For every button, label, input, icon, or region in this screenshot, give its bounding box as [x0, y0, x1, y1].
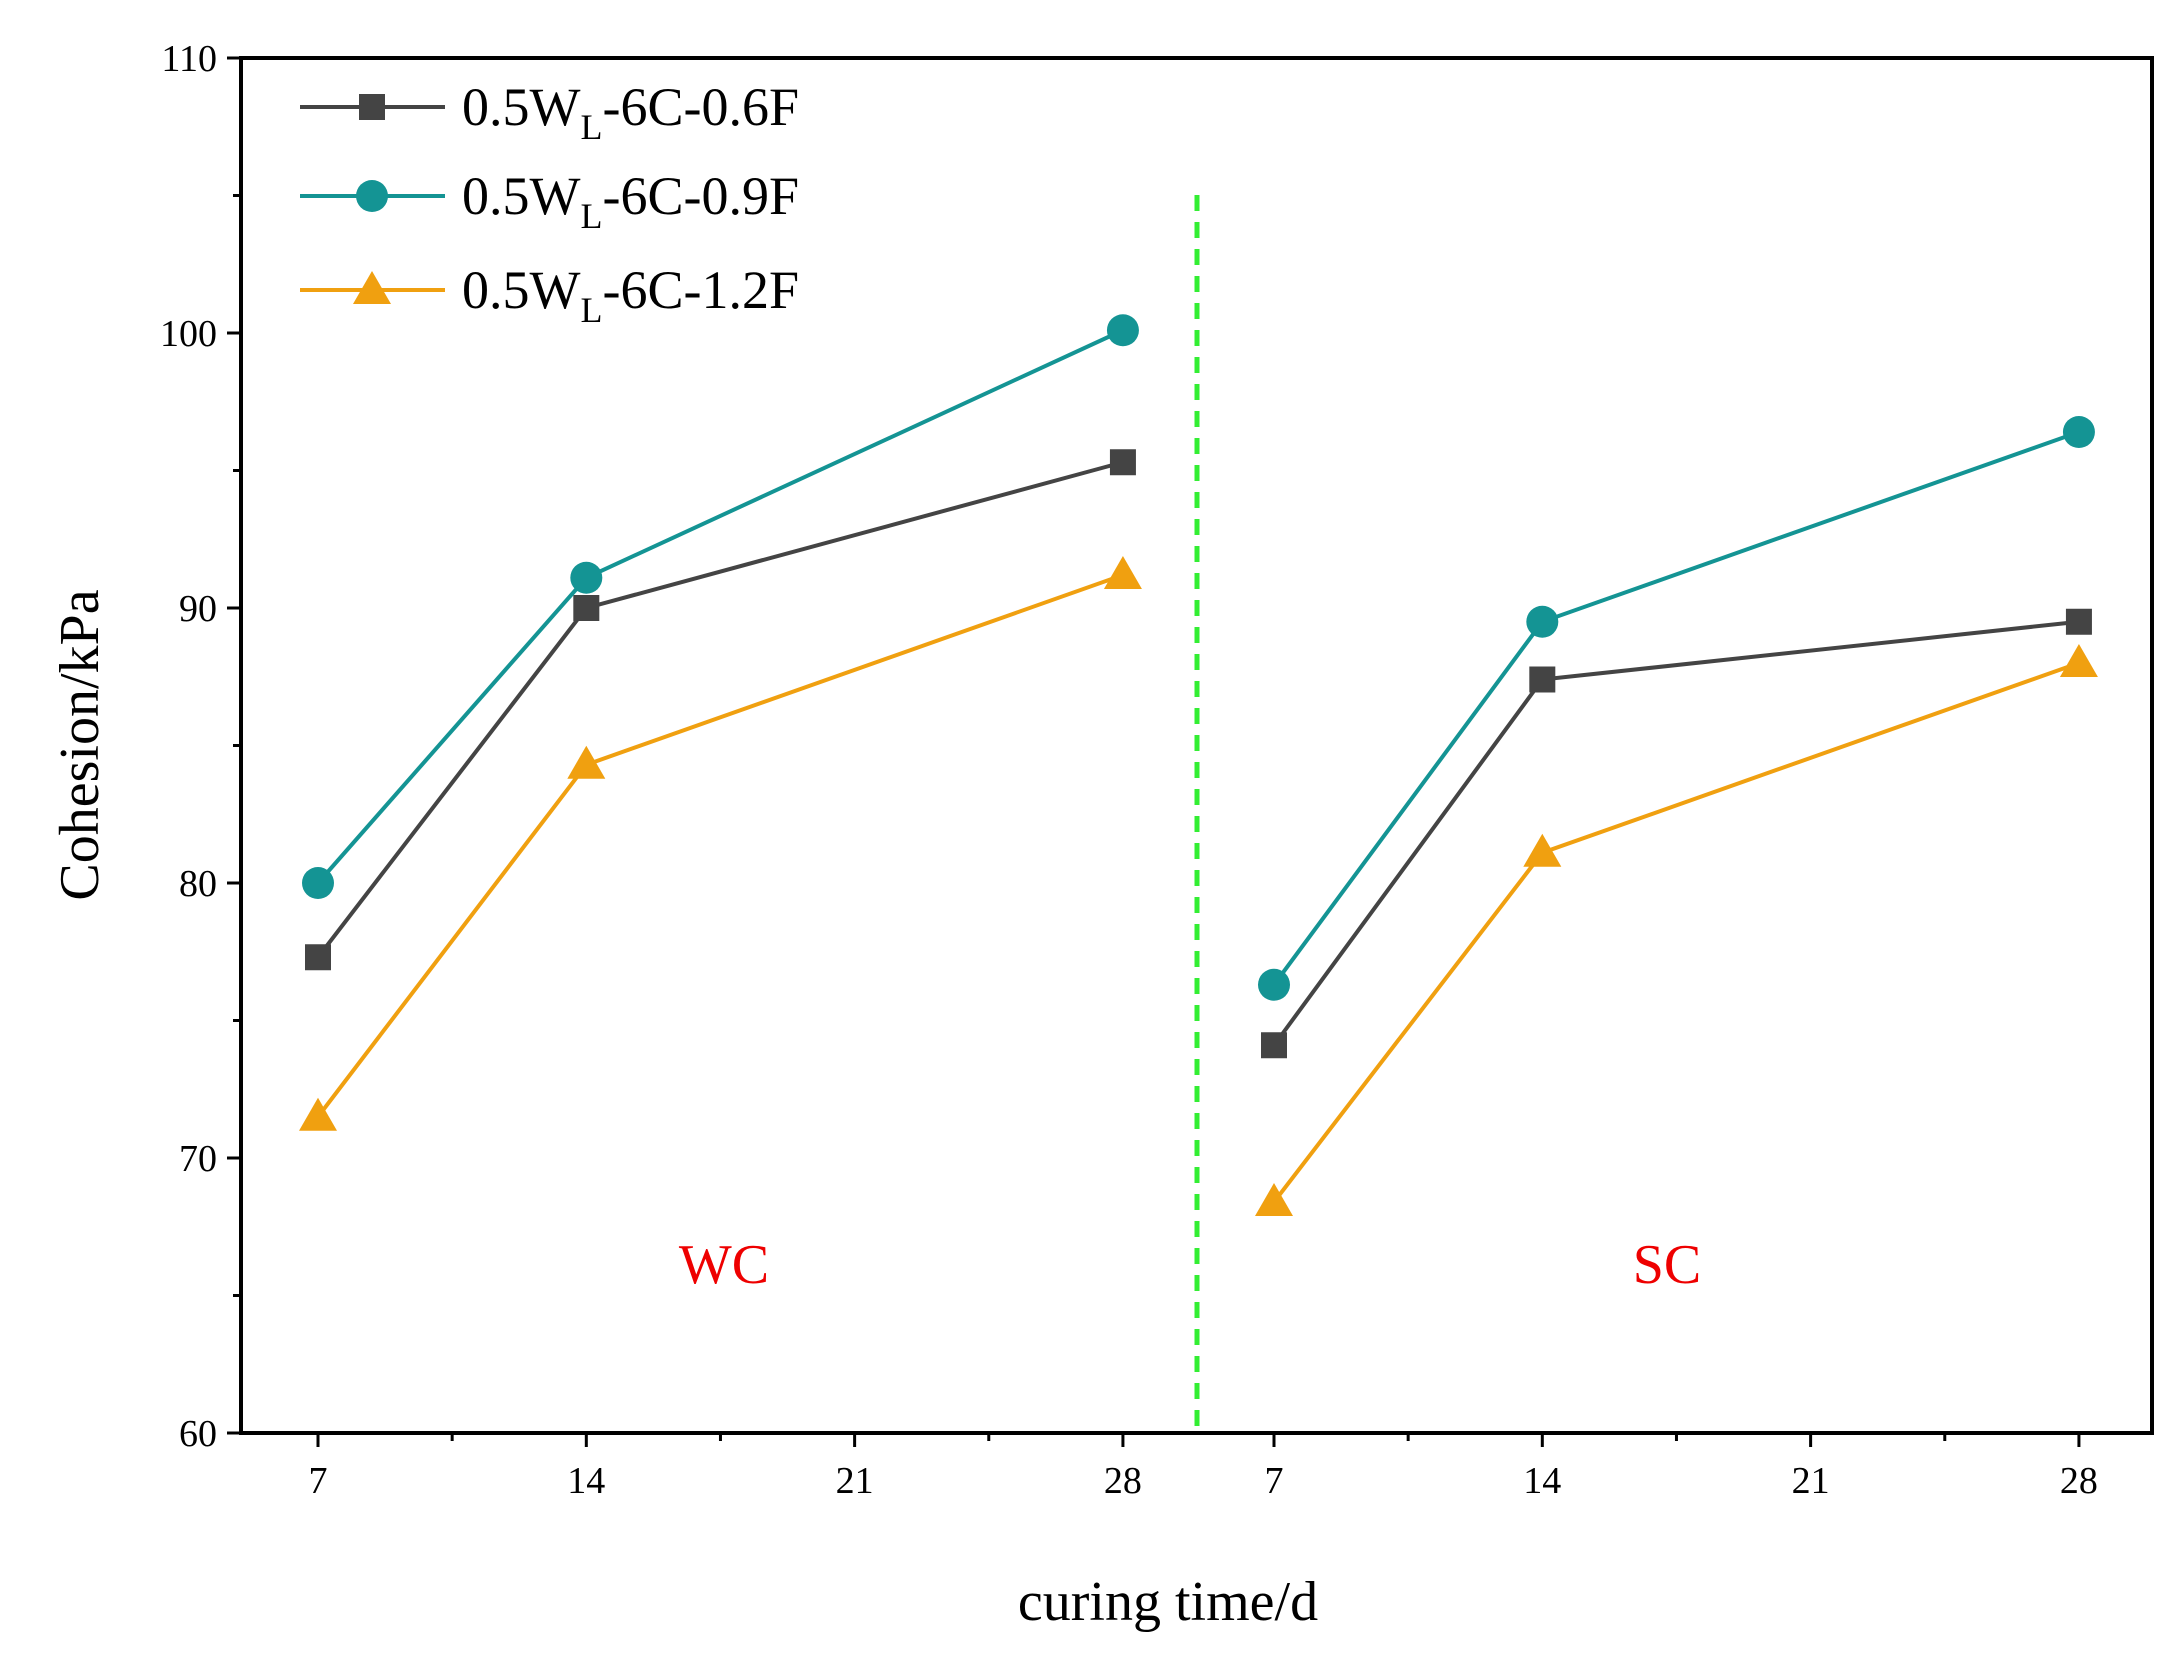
triangle-marker	[1255, 1183, 1293, 1216]
x-tick-label: 7	[1265, 1460, 1284, 1502]
square-marker	[2065, 608, 2092, 635]
triangle-marker	[1103, 556, 1142, 589]
y-tick-label: 90	[179, 588, 217, 630]
square-marker	[1109, 449, 1136, 476]
y-tick-label: 70	[179, 1138, 217, 1180]
y-axis-title: Cohesion/kPa	[49, 589, 111, 900]
square-marker	[1261, 1032, 1287, 1059]
circle-marker	[1526, 605, 1559, 638]
circle-marker	[302, 867, 334, 899]
triangle-marker	[2059, 644, 2098, 677]
legend: 0.5WL-6C-0.6F 0.5WL-6C-0.9F 0.5WL-6C-1.2F	[300, 77, 799, 330]
square-marker	[305, 944, 331, 971]
x-tick-label: 14	[567, 1460, 605, 1502]
x-tick-label: 21	[836, 1460, 874, 1502]
legend-label: 0.5WL-6C-0.6F	[462, 77, 799, 147]
legend-label: 0.5WL-6C-0.9F	[462, 166, 799, 236]
series-line-3-sc	[1272, 661, 2080, 1204]
circle-marker	[1106, 314, 1139, 347]
circle-marker	[1258, 968, 1290, 1001]
series-line-2-sc	[1272, 430, 2080, 986]
triangle-marker	[567, 745, 606, 779]
x-tick-label: 28	[2060, 1460, 2098, 1502]
y-tick-label: 110	[161, 38, 217, 80]
region-label-wc: WC	[679, 1234, 769, 1296]
circle-marker	[356, 180, 388, 212]
triangle-marker	[353, 271, 391, 304]
x-tick-label: 7	[309, 1460, 328, 1502]
x-tick-label: 21	[1792, 1460, 1830, 1502]
series-line-1-sc	[1272, 619, 2080, 1047]
y-tick-label: 60	[179, 1413, 217, 1455]
y-tick-label: 100	[160, 313, 217, 355]
square-marker	[1529, 666, 1556, 693]
label-layer: WC SC Cohesion/kPa curing time/d	[49, 589, 1701, 1633]
series-line-1-wc	[316, 460, 1124, 959]
x-axis-title: curing time/d	[1018, 1571, 1318, 1633]
circle-marker	[2062, 416, 2095, 448]
x-tick-label: 28	[1104, 1460, 1142, 1502]
axis-layer: 60 70 80 90 100 110 7 14 21 28 7 14 21 28	[160, 38, 2154, 1502]
triangle-marker	[299, 1097, 337, 1131]
series-line-3-wc	[316, 573, 1124, 1118]
region-label-sc: SC	[1633, 1234, 1702, 1296]
circle-marker	[570, 561, 603, 594]
y-tick-label: 80	[179, 863, 217, 905]
square-marker	[359, 94, 385, 120]
triangle-marker	[1523, 833, 1562, 867]
square-marker	[573, 595, 600, 621]
legend-label: 0.5WL-6C-1.2F	[462, 260, 799, 330]
series-layer	[299, 314, 2098, 1216]
x-tick-label: 14	[1523, 1460, 1561, 1502]
